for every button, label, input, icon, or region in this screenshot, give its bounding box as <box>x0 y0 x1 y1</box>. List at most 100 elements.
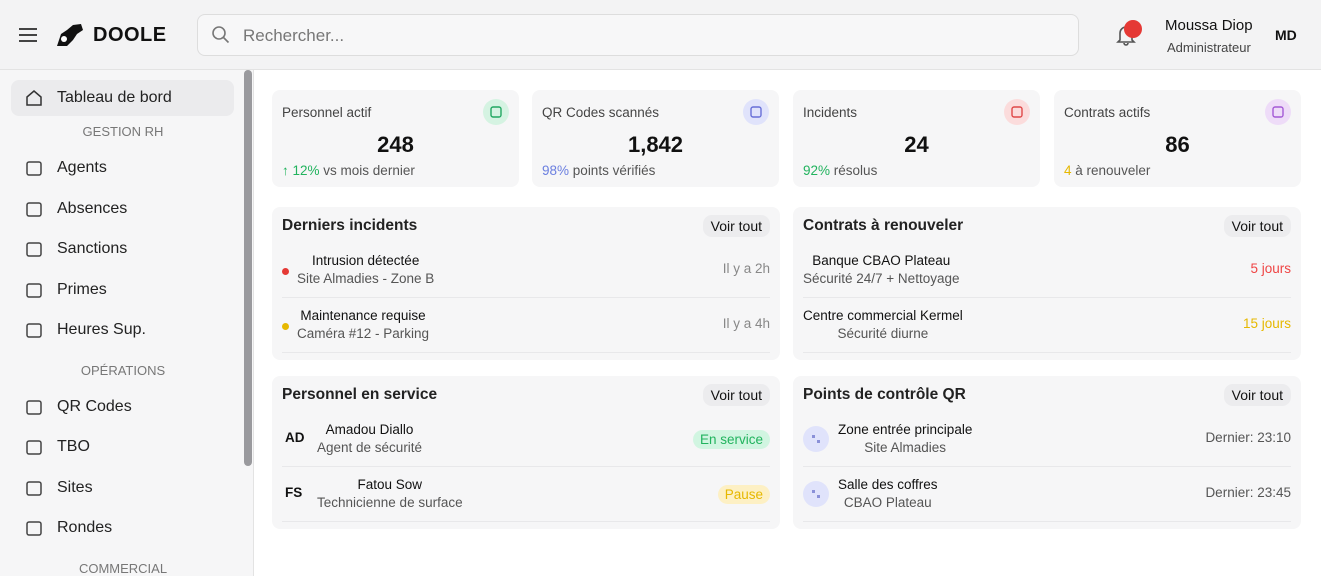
stat-highlight: ↑ 12% <box>282 163 320 178</box>
nav-item[interactable]: Sanctions <box>11 231 234 267</box>
nav-item[interactable]: TBO <box>11 429 234 465</box>
stat-note: 92% résolus <box>803 163 877 178</box>
row-meta: 5 jours <box>1250 261 1291 276</box>
logo <box>57 24 83 46</box>
stat-card: Personnel actif 248 ↑ 12% vs mois dernier <box>272 90 519 187</box>
nav-label: Sites <box>57 478 93 496</box>
row-meta: 15 jours <box>1242 316 1291 331</box>
nav-icon <box>26 440 42 455</box>
row-meta: Dernier: 23:10 <box>1205 430 1291 445</box>
row-text: Maintenance requise Caméra #12 - Parking <box>297 308 429 341</box>
sidebar: Tableau de bord GESTION RH Agents Absences S… <box>0 70 254 576</box>
row-title: Zone entrée principale <box>838 422 973 437</box>
panel-title: Contrats à renouveler <box>803 217 964 234</box>
row-subtitle: Site Almadies <box>864 440 947 455</box>
user-avatar[interactable]: MD <box>1275 27 1297 43</box>
row-text: Salle des coffres CBAO Plateau <box>838 477 938 510</box>
search-box[interactable]: Rechercher... <box>197 14 1079 56</box>
row-text: Amadou Diallo Agent de sécurité <box>317 422 422 455</box>
nav-label: Rondes <box>57 519 113 536</box>
view-all-button[interactable]: Voir tout <box>702 384 770 406</box>
user-role: Administrateur <box>1167 40 1251 55</box>
nav-item[interactable]: Sites <box>11 470 234 506</box>
list-row: Maintenance requise Caméra #12 - Parking I… <box>282 298 770 353</box>
stat-note-text: points vérifiés <box>572 163 656 178</box>
view-all-button[interactable]: Voir tout <box>1223 384 1291 406</box>
row-subtitle: Caméra #12 - Parking <box>297 326 430 341</box>
stat-note: 4 à renouveler <box>1064 163 1150 178</box>
nav-icon <box>26 323 42 338</box>
status-dot <box>282 323 289 330</box>
panel-title: Points de contrôle QR <box>803 386 966 403</box>
stat-icon <box>1265 99 1291 125</box>
stat-glyph <box>1011 106 1023 118</box>
nav-icon <box>26 399 42 415</box>
list-row: FS Fatou Sow Technicienne de surface Pause <box>282 467 770 522</box>
qr-icon <box>803 481 829 507</box>
row-subtitle: Sécurité diurne <box>837 326 929 341</box>
row-title: Amadou Diallo <box>325 422 414 437</box>
nav-label: Agents <box>57 159 107 176</box>
nav-label: Absences <box>57 199 128 217</box>
nav-item[interactable]: QR Codes <box>11 389 234 425</box>
stat-glyph <box>750 106 762 118</box>
qr-icon <box>803 426 829 452</box>
top-bar: DOOLE Rechercher... Moussa Diop Administ… <box>0 0 1321 70</box>
nav-label: Tableau de bord <box>57 89 172 106</box>
list-row: AD Amadou Diallo Agent de sécurité En servi… <box>282 412 770 467</box>
row-meta: Dernier: 23:45 <box>1205 485 1291 500</box>
row-title: Banque CBAO Plateau <box>812 253 951 268</box>
search-icon <box>212 26 230 44</box>
nav-item[interactable]: Tableau de bord <box>11 80 234 116</box>
stat-highlight: 4 <box>1064 163 1072 178</box>
nav-label: TBO <box>57 438 90 455</box>
list-row: Zone entrée principale Site Almadies Derni… <box>803 412 1291 467</box>
nav-label: Heures Sup. <box>57 321 146 338</box>
stat-note: ↑ 12% vs mois dernier <box>282 163 415 178</box>
stat-title: Contrats actifs <box>1064 105 1151 120</box>
avatar-initials: FS <box>285 485 303 500</box>
nav-icon <box>26 161 42 176</box>
brand: DOOLE <box>93 24 167 46</box>
nav-icon <box>26 282 42 298</box>
stat-note-text: vs mois dernier <box>323 163 415 178</box>
stat-value: 248 <box>377 132 414 157</box>
nav-item[interactable]: Rondes <box>11 510 234 546</box>
list-row: Intrusion détectée Site Almadies - Zone B… <box>282 243 770 298</box>
view-all-button[interactable]: Voir tout <box>1223 215 1291 237</box>
list-row: Banque CBAO Plateau Sécurité 24/7 + Netto… <box>803 243 1291 298</box>
stat-highlight: 98% <box>542 163 570 178</box>
nav-section: GESTION RH <box>82 124 164 139</box>
row-meta: Il y a 2h <box>722 261 770 276</box>
row-text: Intrusion détectée Site Almadies - Zone B <box>297 253 434 286</box>
row-text: Fatou Sow Technicienne de surface <box>317 477 463 510</box>
stat-card: Incidents 24 92% résolus <box>793 90 1040 187</box>
stat-icon <box>743 99 769 125</box>
nav-icon <box>26 242 42 257</box>
nav-item[interactable]: Primes <box>11 272 234 308</box>
nav-item[interactable]: Agents <box>11 150 234 186</box>
stat-card: QR Codes scannés 1,842 98% points vérifiés <box>532 90 779 187</box>
panel: Contrats à renouveler Voir tout Banque CBA… <box>793 207 1301 360</box>
row-subtitle: Agent de sécurité <box>317 440 423 455</box>
menu-button[interactable] <box>18 26 38 44</box>
stat-note-text: résolus <box>833 163 878 178</box>
row-subtitle: Sécurité 24/7 + Nettoyage <box>803 271 960 286</box>
panel: Points de contrôle QR Voir tout Zone entré… <box>793 376 1301 529</box>
row-subtitle: CBAO Plateau <box>843 495 932 510</box>
nav-item[interactable]: Heures Sup. <box>11 312 234 348</box>
status-dot <box>282 268 289 275</box>
stat-value: 24 <box>904 132 929 157</box>
stat-icon <box>1004 99 1030 125</box>
scrollbar <box>244 70 252 466</box>
panel-title: Personnel en service <box>282 386 438 403</box>
stat-title: Personnel actif <box>282 105 372 120</box>
nav-icon <box>26 201 42 217</box>
stat-title: QR Codes scannés <box>542 105 660 120</box>
notification-dot <box>1124 20 1142 38</box>
qr-glyph <box>812 435 820 443</box>
view-all-button[interactable]: Voir tout <box>702 215 770 237</box>
row-text: Centre commercial Kermel Sécurité diurne <box>803 308 963 341</box>
row-title: Maintenance requise <box>300 308 426 323</box>
nav-item[interactable]: Absences <box>11 191 234 227</box>
